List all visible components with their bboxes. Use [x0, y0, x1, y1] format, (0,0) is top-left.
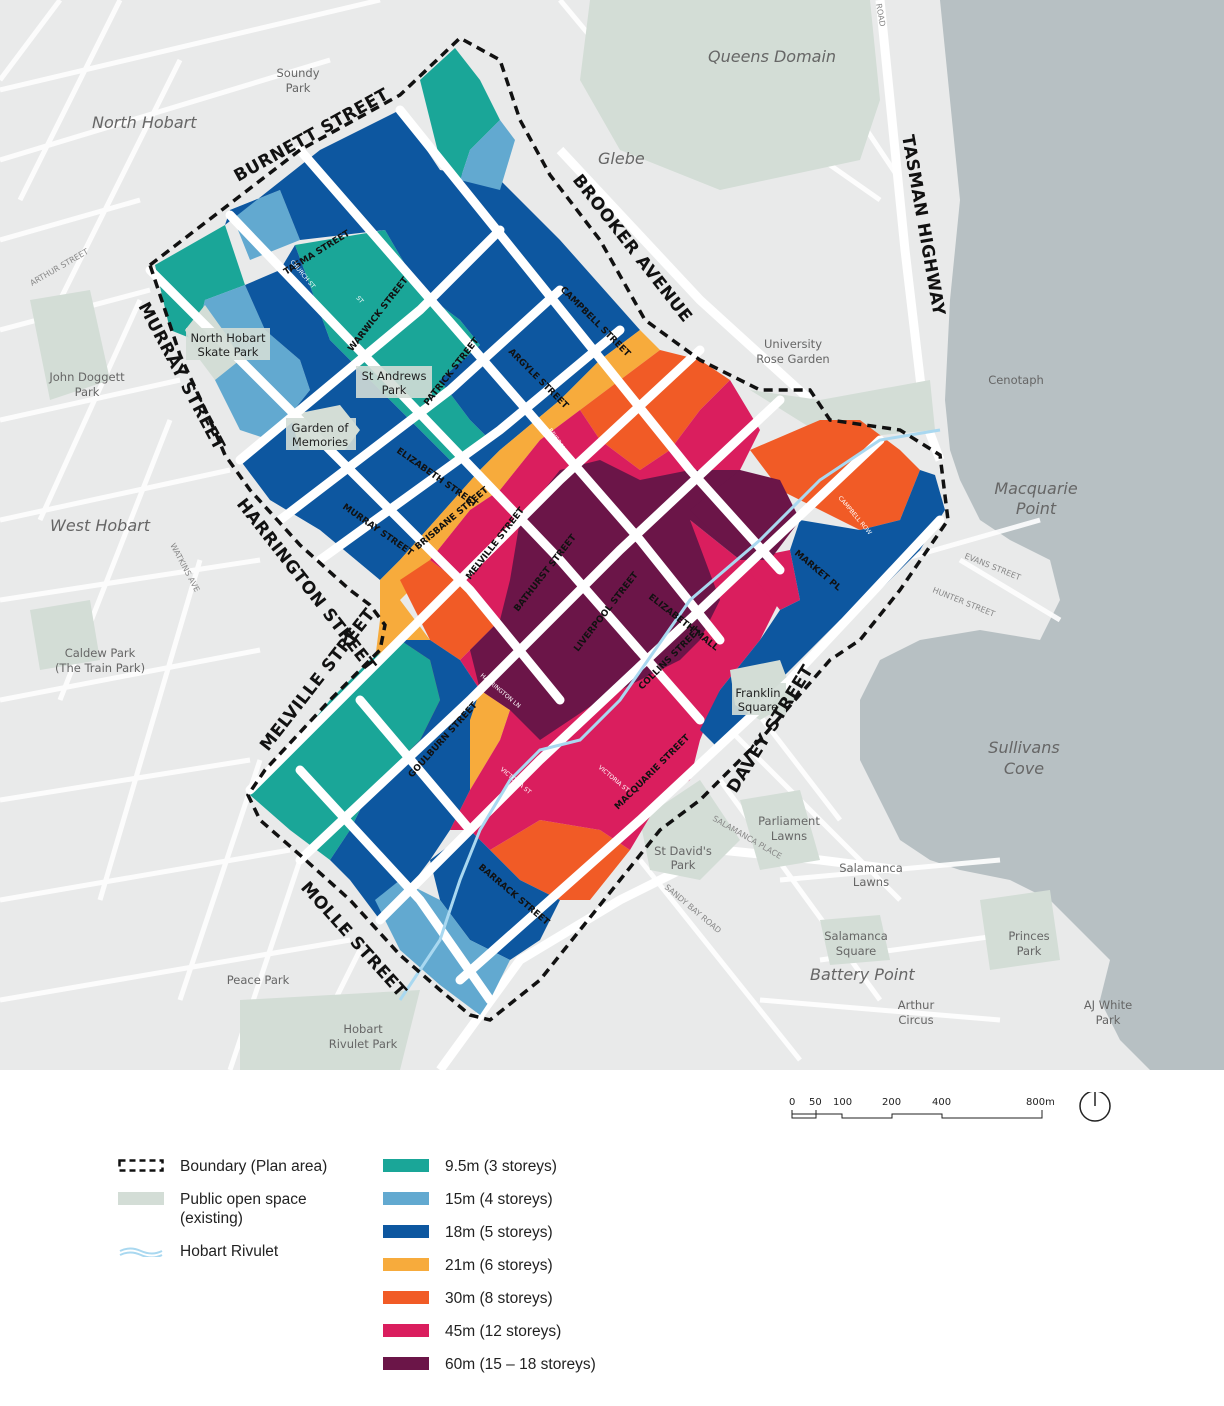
zone-9.5m-north: [420, 48, 500, 180]
scale-label-400: 400: [932, 1097, 951, 1108]
legend-open-space-label-2: (existing): [180, 1210, 243, 1227]
swatch-15m: [383, 1192, 429, 1205]
label-john-doggett-1: John Doggett: [48, 370, 125, 384]
road-st: ST: [354, 295, 364, 305]
label-sullivans-cove-2: Cove: [1004, 759, 1044, 778]
legend-h30-label: 30m (8 storeys): [445, 1290, 553, 1307]
label-salamanca-sq-1: Salamanca: [824, 929, 888, 943]
legend-h21-label: 21m (6 storeys): [445, 1257, 553, 1274]
zone-15m-nw2: [230, 190, 300, 260]
label-soundy-park-2: Park: [286, 81, 311, 95]
label-princes-park-1: Princes: [1008, 929, 1049, 943]
label-franklin-sq-1: Franklin: [735, 686, 780, 700]
label-caldew-2: (The Train Park): [55, 661, 145, 675]
label-arthur-circus-1: Arthur: [898, 998, 935, 1012]
label-st-davids-2: Park: [671, 858, 696, 872]
label-garden-memories-1: Garden of: [292, 421, 350, 435]
label-macquarie-point-2: Point: [1016, 499, 1057, 518]
swatch-21m: [383, 1258, 429, 1271]
label-uni-rose-1: University: [764, 337, 822, 351]
internal-streets: [145, 105, 945, 1005]
label-salamanca-lawns-1: Salamanca: [839, 861, 903, 875]
label-peace-park: Peace Park: [227, 973, 290, 987]
place-labels: Queens Domain North Hobart Soundy Park G…: [48, 47, 1132, 1051]
label-aj-white-1: AJ White: [1084, 998, 1132, 1012]
zone-45m-market: [740, 550, 800, 610]
swatch-18m: [383, 1225, 429, 1238]
legend-h9-5-label: 9.5m (3 storeys): [445, 1158, 557, 1175]
hobart-rivulet: [398, 428, 941, 1001]
label-caldew-1: Caldew Park: [65, 646, 136, 660]
open-space-swatch: [118, 1192, 164, 1205]
legend-open-space-label-1: Public open space: [180, 1191, 307, 1208]
scale-label-100: 100: [833, 1097, 852, 1108]
swatch-45m: [383, 1324, 429, 1337]
label-skate-park-2: Skate Park: [198, 345, 259, 359]
label-soundy-park-1: Soundy: [276, 66, 319, 80]
label-cenotaph: Cenotaph: [988, 373, 1044, 387]
boundary-swatch-icon: [118, 1159, 164, 1172]
zone-30m-south: [490, 820, 630, 900]
rivulet-swatch-icon: [119, 1247, 163, 1257]
zone-9.5m-nw: [155, 225, 245, 340]
zone-30m-west: [400, 560, 500, 660]
scale-label-50: 50: [809, 1097, 822, 1108]
label-garden-memories-2: Memories: [292, 435, 348, 449]
park-labels-inside: North Hobart Skate Park St Andrews Park …: [186, 328, 786, 715]
label-rivulet-park-1: Hobart: [343, 1022, 383, 1036]
zone-15m-north: [460, 120, 515, 190]
label-macquarie-point-1: Macquarie: [994, 479, 1078, 498]
label-parliament-2: Lawns: [771, 829, 807, 843]
label-st-davids-1: St David's: [654, 844, 712, 858]
scale-bar: 0 50 100 200 400 800m: [789, 1092, 1111, 1122]
label-uni-rose-2: Rose Garden: [756, 352, 829, 366]
zone-30m-ne: [580, 350, 730, 470]
zone-18m-nw: [225, 110, 640, 580]
label-arthur-circus-2: Circus: [898, 1013, 933, 1027]
open-spaces-outside: [30, 0, 1060, 1070]
scale-label-0: 0: [789, 1097, 795, 1108]
label-rivulet-park-2: Rivulet Park: [329, 1037, 398, 1051]
label-franklin-sq-2: Square: [738, 700, 779, 714]
zone-18m-south2: [430, 830, 560, 960]
zone-18m-south: [330, 640, 480, 920]
label-salamanca-lawns-2: Lawns: [853, 875, 889, 889]
scale-label-200: 200: [882, 1097, 901, 1108]
label-battery-point: Battery Point: [810, 965, 915, 984]
plan-boundary: [147, 35, 950, 1022]
label-salamanca-sq-2: Square: [836, 944, 877, 958]
height-map: Queens Domain North Hobart Soundy Park G…: [0, 0, 1224, 1070]
road-top: ROAD: [874, 3, 887, 28]
label-glebe: Glebe: [598, 149, 645, 168]
swatch-60m: [383, 1357, 429, 1370]
label-sullivans-cove-1: Sullivans: [988, 738, 1059, 757]
legend-h15-label: 15m (4 storeys): [445, 1191, 553, 1208]
label-west-hobart: West Hobart: [50, 516, 151, 535]
swatch-9.5m: [383, 1159, 429, 1172]
major-roads: [436, 0, 945, 1070]
zone-9.5m-tasma: [295, 230, 490, 460]
label-aj-white-2: Park: [1096, 1013, 1121, 1027]
legend-boundary-label: Boundary (Plan area): [180, 1158, 328, 1175]
label-st-andrews-1: St Andrews: [362, 369, 427, 383]
label-princes-park-2: Park: [1017, 944, 1042, 958]
legend-h45-label: 45m (12 storeys): [445, 1323, 562, 1340]
label-queens-domain: Queens Domain: [708, 47, 836, 66]
legend: Boundary (Plan area) Public open space (…: [118, 1155, 678, 1385]
legend-rivulet-label: Hobart Rivulet: [180, 1243, 279, 1260]
label-parliament-1: Parliament: [758, 814, 820, 828]
north-arrow-icon: [1079, 1092, 1111, 1122]
legend-h18-label: 18m (5 storeys): [445, 1224, 553, 1241]
scale-label-800m: 800m: [1026, 1097, 1055, 1108]
label-john-doggett-2: Park: [75, 385, 100, 399]
label-north-hobart: North Hobart: [92, 113, 197, 132]
label-st-andrews-2: Park: [382, 383, 407, 397]
label-skate-park-1: North Hobart: [190, 331, 266, 345]
swatch-30m: [383, 1291, 429, 1304]
zone-9.5m-south: [250, 640, 440, 860]
water-derwent: [860, 0, 1224, 1070]
legend-h60-label: 60m (15 – 18 storeys): [445, 1356, 596, 1373]
